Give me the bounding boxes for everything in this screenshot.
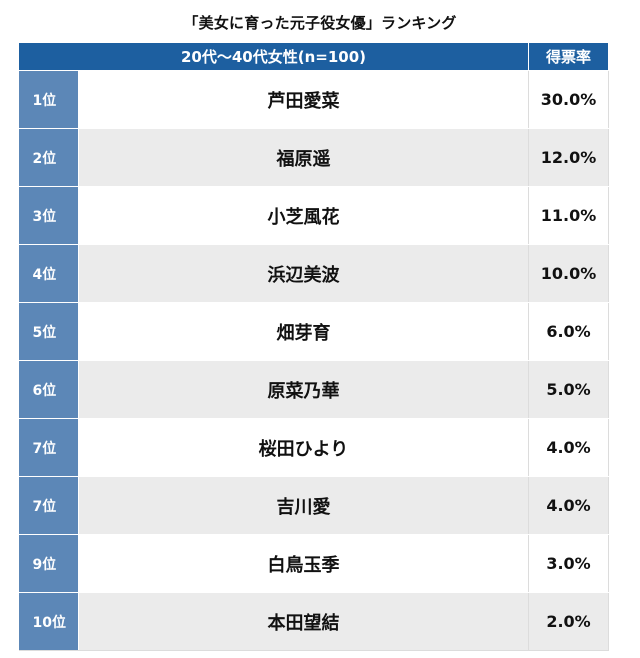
- vote-rate: 4.0%: [528, 418, 609, 477]
- actress-name: 小芝風花: [78, 186, 529, 245]
- vote-rate: 12.0%: [528, 128, 609, 187]
- rank-cell: 5位: [18, 302, 79, 361]
- vote-rate: 11.0%: [528, 186, 609, 245]
- actress-name: 桜田ひより: [78, 418, 529, 477]
- vote-rate: 10.0%: [528, 244, 609, 303]
- actress-name: 本田望結: [78, 592, 529, 651]
- rank-cell: 7位: [18, 418, 79, 477]
- table-row: 3位 小芝風花 11.0%: [18, 186, 609, 245]
- header-vote-rate: 得票率: [528, 42, 609, 71]
- rank-cell: 1位: [18, 70, 79, 129]
- actress-name: 福原遥: [78, 128, 529, 187]
- ranking-table: 20代〜40代女性(n=100) 得票率 1位 芦田愛菜 30.0% 2位 福原…: [18, 42, 609, 651]
- rank-cell: 3位: [18, 186, 79, 245]
- actress-name: 浜辺美波: [78, 244, 529, 303]
- table-header-row: 20代〜40代女性(n=100) 得票率: [18, 42, 609, 71]
- ranking-title: 「美女に育った元子役女優」ランキング: [183, 14, 457, 32]
- vote-rate: 3.0%: [528, 534, 609, 593]
- rank-cell: 7位: [18, 476, 79, 535]
- actress-name: 畑芽育: [78, 302, 529, 361]
- header-respondent-group: 20代〜40代女性(n=100): [18, 42, 529, 71]
- table-row: 7位 桜田ひより 4.0%: [18, 418, 609, 477]
- vote-rate: 6.0%: [528, 302, 609, 361]
- table-row: 1位 芦田愛菜 30.0%: [18, 70, 609, 129]
- table-row: 7位 吉川愛 4.0%: [18, 476, 609, 535]
- vote-rate: 5.0%: [528, 360, 609, 419]
- rank-cell: 9位: [18, 534, 79, 593]
- vote-rate: 2.0%: [528, 592, 609, 651]
- table-row: 4位 浜辺美波 10.0%: [18, 244, 609, 303]
- table-row: 9位 白鳥玉季 3.0%: [18, 534, 609, 593]
- vote-rate: 30.0%: [528, 70, 609, 129]
- actress-name: 吉川愛: [78, 476, 529, 535]
- rank-cell: 6位: [18, 360, 79, 419]
- actress-name: 芦田愛菜: [78, 70, 529, 129]
- table-row: 6位 原菜乃華 5.0%: [18, 360, 609, 419]
- table-row: 2位 福原遥 12.0%: [18, 128, 609, 187]
- vote-rate: 4.0%: [528, 476, 609, 535]
- rank-cell: 10位: [18, 592, 79, 651]
- actress-name: 白鳥玉季: [78, 534, 529, 593]
- table-row: 5位 畑芽育 6.0%: [18, 302, 609, 361]
- rank-cell: 2位: [18, 128, 79, 187]
- rank-cell: 4位: [18, 244, 79, 303]
- table-row: 10位 本田望結 2.0%: [18, 592, 609, 651]
- actress-name: 原菜乃華: [78, 360, 529, 419]
